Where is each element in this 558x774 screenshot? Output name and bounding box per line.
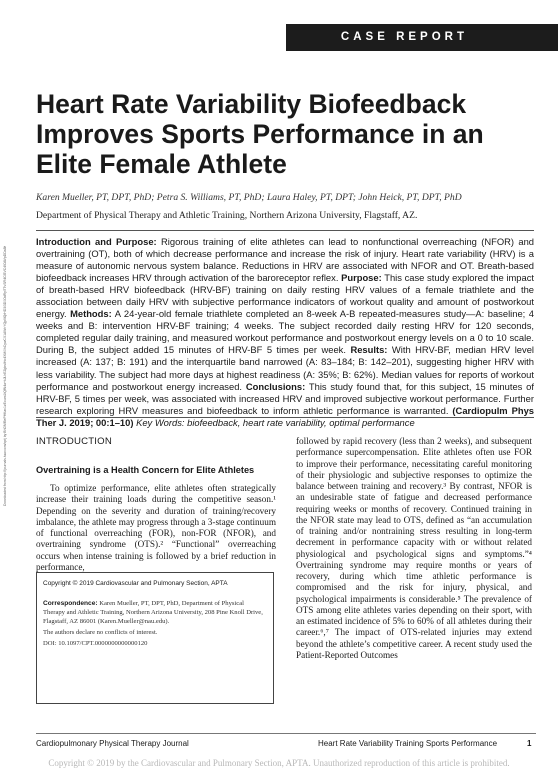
author-list: Karen Mueller, PT, DPT, PhD; Petra S. Wi… — [36, 192, 462, 203]
body-paragraph-left: To optimize performance, elite athletes … — [36, 483, 276, 572]
abstract-conclusions-label: Conclusions: — [245, 380, 306, 392]
article-type-banner: CASE REPORT — [286, 24, 558, 51]
subsection-heading: Overtraining is a Health Concern for Eli… — [36, 465, 255, 475]
correspondence: Correspondence: Karen Mueller, PT, DPT, … — [43, 599, 267, 626]
abstract-keywords: Key Words: biofeedback, heart rate varia… — [133, 416, 415, 428]
abstract-intro-label: Introduction and Purpose: — [36, 236, 157, 247]
correspondence-text: Karen Mueller, PT, DPT, PhD, Department … — [43, 600, 263, 625]
abstract-purpose-text: This case study explored the impact of b… — [36, 272, 534, 320]
abstract-methods-label: Methods: — [70, 308, 112, 320]
section-heading-introduction: INTRODUCTION — [36, 436, 112, 447]
correspondence-label: Correspondence: — [43, 600, 98, 607]
left-column: INTRODUCTION Overtraining is a Health Co… — [36, 436, 276, 573]
article-title: Heart Rate Variability Biofeedback Impro… — [36, 89, 484, 179]
doi[interactable]: DOI: 10.1097/CPT.0000000000000120 — [43, 640, 148, 647]
abstract-purpose-label: Purpose: — [341, 272, 382, 284]
abstract-citation: (Cardiopulm Phys Ther J. 2019; 00:1–10) — [36, 404, 535, 428]
abstract-top-rule — [36, 230, 534, 231]
info-box-copyright: Copyright © 2019 Cardiovascular and Pulm… — [43, 580, 228, 587]
abstract-bottom-rule — [36, 417, 534, 418]
right-column: followed by rapid recovery (less than 2 … — [296, 436, 532, 661]
download-watermark: Downloaded from http://journals.lww.com/… — [3, 246, 13, 506]
body-paragraph-right: followed by rapid recovery (less than 2 … — [296, 436, 532, 660]
footer-journal-name: Cardiopulmonary Physical Therapy Journal — [36, 739, 189, 748]
abstract-methods-text: A 24-year-old female triathlete complete… — [36, 308, 534, 356]
abstract-intro-text: Rigorous training of elite athletes can … — [36, 236, 535, 284]
conflict-statement: The authors declare no conflicts of inte… — [43, 629, 158, 636]
article-info-box: Copyright © 2019 Cardiovascular and Pulm… — [36, 572, 274, 704]
footer-rule — [36, 733, 536, 734]
download-watermark-text: Downloaded from http://journals.lww.com/… — [3, 246, 7, 506]
abstract: Introduction and Purpose: Rigorous train… — [36, 236, 534, 429]
page-number: 1 — [527, 739, 532, 748]
copyright-notice: Copyright © 2019 by the Cardiovascular a… — [48, 758, 510, 768]
abstract-conclusions-text: This study found that, for this subject,… — [36, 380, 534, 416]
abstract-results-text: With HRV-BF, median HRV level increased … — [36, 344, 535, 392]
affiliation: Department of Physical Therapy and Athle… — [36, 210, 418, 221]
abstract-results-label: Results: — [350, 344, 388, 356]
footer-running-title: Heart Rate Variability Training Sports P… — [318, 739, 498, 748]
